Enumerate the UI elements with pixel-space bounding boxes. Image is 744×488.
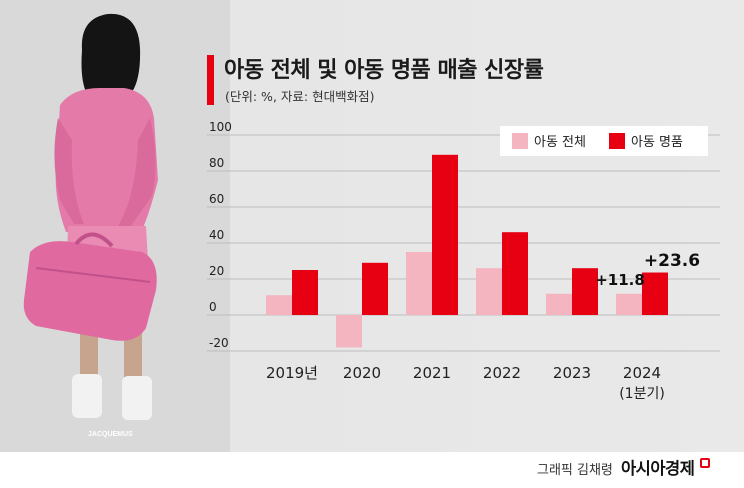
bar-total [476, 268, 502, 315]
y-tick-label: 20 [209, 264, 224, 278]
x-tick-sublabel: (1분기) [619, 386, 665, 402]
chart-title: 아동 전체 및 아동 명품 매출 신장률 [224, 58, 544, 83]
y-tick-label: 60 [209, 192, 224, 206]
x-tick-label: 2021 [413, 364, 451, 382]
x-tick-label: 2019년 [266, 364, 318, 382]
bar-total [546, 293, 572, 315]
bar-total [616, 293, 642, 315]
x-tick-label: 2020 [343, 364, 381, 382]
bar-luxury [432, 154, 458, 315]
pink-bag-icon [23, 241, 157, 341]
child-photo-illustration: JACQUEMUS [0, 0, 230, 452]
graphic-credit: 그래픽 김채령 [537, 463, 613, 478]
footer [0, 452, 744, 488]
bar-chart: 100 80 60 40 20 0 -20 2019년 2020 2021 2022 2023 202… [207, 120, 720, 402]
data-label: +11.8 [595, 271, 645, 289]
brand-mark-icon [700, 458, 710, 468]
hair-icon [81, 13, 141, 92]
bars [266, 154, 668, 348]
title-accent-bar [207, 55, 214, 105]
bag-flap-line [35, 267, 151, 283]
left-shoe-icon [72, 374, 102, 418]
bar-luxury [572, 268, 598, 315]
legend-label: 아동 명품 [631, 135, 683, 150]
grid-lines [207, 134, 720, 352]
bar-luxury [642, 272, 668, 315]
bag-handle-icon [74, 232, 114, 248]
bar-luxury [292, 270, 318, 315]
bar-total [336, 315, 362, 348]
x-axis: 2019년 2020 2021 2022 2023 2024 (1분기) [266, 364, 665, 402]
legend-swatch [512, 133, 528, 149]
y-tick-label: -20 [209, 336, 229, 350]
y-tick-label: 0 [209, 300, 217, 314]
right-shoe-icon [122, 376, 152, 420]
legend-swatch [609, 133, 625, 149]
y-tick-label: 100 [209, 120, 232, 134]
data-labels: +11.8+23.6 [595, 251, 700, 289]
left-sleeve-icon [54, 118, 84, 224]
chart-subtitle: (단위: %, 자료: 현대백화점) [225, 89, 375, 104]
y-axis: 100 80 60 40 20 0 -20 [209, 120, 232, 350]
y-tick-label: 40 [209, 228, 224, 242]
brand-logo-text: 아시아경제 [621, 459, 695, 478]
y-tick-label: 80 [209, 156, 224, 170]
bar-luxury [362, 262, 388, 315]
legend: 아동 전체 아동 명품 [500, 126, 708, 156]
bar-total [266, 295, 292, 315]
right-sleeve-icon [118, 118, 156, 230]
bar-total [406, 252, 432, 315]
legend-label: 아동 전체 [534, 135, 586, 150]
data-label: +23.6 [644, 251, 700, 271]
photo-caption: JACQUEMUS [88, 431, 133, 438]
x-tick-label: 2024 [623, 364, 661, 382]
legend-box [500, 126, 708, 156]
bar-luxury [502, 232, 528, 315]
x-tick-label: 2022 [483, 364, 521, 382]
x-tick-label: 2023 [553, 364, 591, 382]
